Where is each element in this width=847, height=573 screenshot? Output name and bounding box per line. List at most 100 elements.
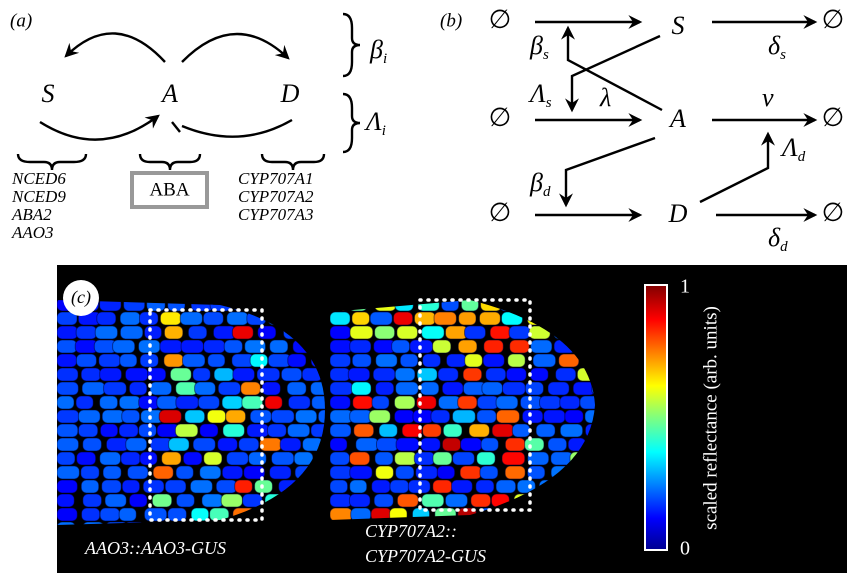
symbol: β: [369, 35, 383, 64]
node-label: A: [160, 79, 178, 108]
cell: [249, 353, 269, 368]
cell: [495, 479, 517, 494]
cell: [481, 381, 504, 396]
cell: [421, 493, 445, 508]
cell: [142, 479, 165, 494]
cell: [413, 311, 437, 326]
gene: ABA2: [11, 205, 52, 224]
cell: [232, 367, 256, 382]
cell: [468, 423, 490, 438]
cell: [396, 493, 419, 508]
cell: [508, 325, 531, 340]
cell: [511, 423, 531, 438]
cell: [459, 465, 482, 480]
cell: [412, 409, 434, 424]
cell: [264, 395, 283, 410]
cell: [174, 423, 199, 438]
cell: [394, 451, 418, 466]
cell: [482, 353, 505, 368]
arrow: [559, 136, 656, 208]
cell: [57, 381, 79, 396]
cell: [207, 353, 226, 368]
rate-label: βd: [529, 168, 551, 200]
cell: [584, 409, 595, 424]
arrow: [561, 25, 663, 112]
brace-label: Λi: [363, 107, 386, 139]
cell: [353, 423, 375, 438]
hormone: ABA: [149, 179, 189, 200]
empty-set: ∅: [489, 103, 512, 132]
cell: [82, 521, 105, 525]
cell: [143, 325, 163, 340]
brace: [16, 153, 88, 171]
cell: [437, 367, 459, 382]
subscript: d: [780, 239, 788, 255]
cell: [57, 311, 78, 326]
cell: [330, 325, 352, 340]
cell: [192, 367, 211, 382]
symbol: δ: [768, 31, 781, 60]
cell: [201, 493, 224, 508]
cell: [445, 353, 467, 368]
cell: [476, 395, 500, 410]
colorbar-min: 0: [680, 538, 690, 560]
cell: [441, 437, 462, 452]
cell: [119, 353, 138, 368]
cell: [118, 507, 137, 522]
cell: [464, 325, 487, 340]
cell: [94, 325, 119, 340]
cell: [478, 311, 501, 326]
cell: [475, 479, 495, 494]
cell: [349, 451, 371, 466]
cell: [223, 339, 243, 354]
symbol: β: [529, 31, 543, 60]
cell: [539, 395, 562, 410]
cell: [507, 353, 526, 368]
cell: [495, 409, 520, 424]
cell: [243, 465, 266, 480]
cell: [143, 507, 168, 522]
cell: [547, 381, 570, 396]
cell: [121, 479, 141, 494]
cell: [57, 409, 80, 424]
cell: [527, 451, 550, 466]
node-label: D: [668, 199, 688, 228]
arrow: [565, 34, 661, 113]
caption: CYP707A2::: [365, 521, 457, 541]
cell: [347, 367, 371, 382]
cell: [355, 437, 379, 452]
cell: [81, 381, 106, 396]
cell: [294, 409, 318, 424]
subscript: s: [780, 47, 786, 63]
panel-c: (c) AAO3::AAO3-GUS CYP707A2:: CYP707A2-G…: [57, 265, 847, 573]
cell: [579, 395, 595, 410]
cell: [246, 423, 270, 438]
cell: [330, 437, 348, 452]
empty-set: ∅: [822, 103, 845, 132]
cell: [57, 451, 76, 466]
cell: [279, 437, 302, 452]
cell: [479, 465, 499, 480]
cell: [330, 395, 351, 410]
region-box: [148, 308, 264, 522]
cell: [151, 493, 173, 508]
arrow: [699, 131, 775, 204]
cell: [119, 311, 141, 326]
caption: CYP707A2-GUS: [365, 546, 486, 566]
cell: [104, 493, 127, 508]
cell: [378, 423, 398, 438]
cell: [57, 437, 80, 452]
cell: [352, 395, 374, 410]
cell: [103, 381, 127, 396]
cell: [57, 479, 78, 494]
caption: AAO3::AAO3-GUS: [84, 538, 226, 558]
cell: [395, 437, 420, 452]
arrow: [181, 32, 290, 63]
cell: [161, 451, 182, 466]
cell: [444, 493, 469, 508]
empty-set: ∅: [822, 198, 845, 227]
cell: [349, 339, 372, 354]
cell: [460, 437, 483, 452]
cell: [179, 311, 203, 326]
